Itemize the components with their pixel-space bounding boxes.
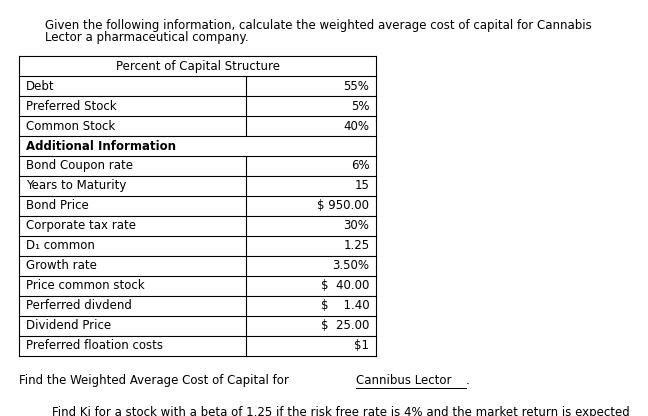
Text: 15: 15 <box>354 179 369 193</box>
Text: 5%: 5% <box>351 99 369 113</box>
Text: Preferred Stock: Preferred Stock <box>26 99 117 113</box>
Text: Debt: Debt <box>26 79 54 93</box>
Text: D₁ common: D₁ common <box>26 239 95 253</box>
Text: $    1.40: $ 1.40 <box>321 299 369 312</box>
Text: Lector a pharmaceutical company.: Lector a pharmaceutical company. <box>45 31 249 44</box>
Text: Years to Maturity: Years to Maturity <box>26 179 126 193</box>
Text: .: . <box>466 374 470 387</box>
Text: Find the Weighted Average Cost of Capital for: Find the Weighted Average Cost of Capita… <box>19 374 293 387</box>
Text: Preferred floation costs: Preferred floation costs <box>26 339 163 352</box>
Text: Bond Price: Bond Price <box>26 199 89 213</box>
Text: $  40.00: $ 40.00 <box>321 279 369 292</box>
Text: Dividend Price: Dividend Price <box>26 319 111 332</box>
Text: Given the following information, calculate the weighted average cost of capital : Given the following information, calcula… <box>45 19 592 32</box>
Text: $ 950.00: $ 950.00 <box>318 199 369 213</box>
Text: Corporate tax rate: Corporate tax rate <box>26 219 136 233</box>
Text: $  25.00: $ 25.00 <box>321 319 369 332</box>
Text: Price common stock: Price common stock <box>26 279 145 292</box>
Text: 6%: 6% <box>351 159 369 173</box>
Text: Cannibus Lector: Cannibus Lector <box>356 374 452 387</box>
Text: 30%: 30% <box>343 219 369 233</box>
Text: 55%: 55% <box>343 79 369 93</box>
Text: Additional Information: Additional Information <box>26 139 176 153</box>
Text: Find Kj for a stock with a beta of 1.25 if the risk free rate is 4% and the mark: Find Kj for a stock with a beta of 1.25 … <box>52 406 630 416</box>
Text: Perferred divdend: Perferred divdend <box>26 299 132 312</box>
Text: $1: $1 <box>354 339 369 352</box>
Text: 1.25: 1.25 <box>343 239 369 253</box>
Text: Percent of Capital Structure: Percent of Capital Structure <box>115 59 280 73</box>
Text: Growth rate: Growth rate <box>26 259 97 272</box>
Text: Common Stock: Common Stock <box>26 119 115 133</box>
Text: 40%: 40% <box>343 119 369 133</box>
Text: 3.50%: 3.50% <box>332 259 369 272</box>
Text: Bond Coupon rate: Bond Coupon rate <box>26 159 133 173</box>
